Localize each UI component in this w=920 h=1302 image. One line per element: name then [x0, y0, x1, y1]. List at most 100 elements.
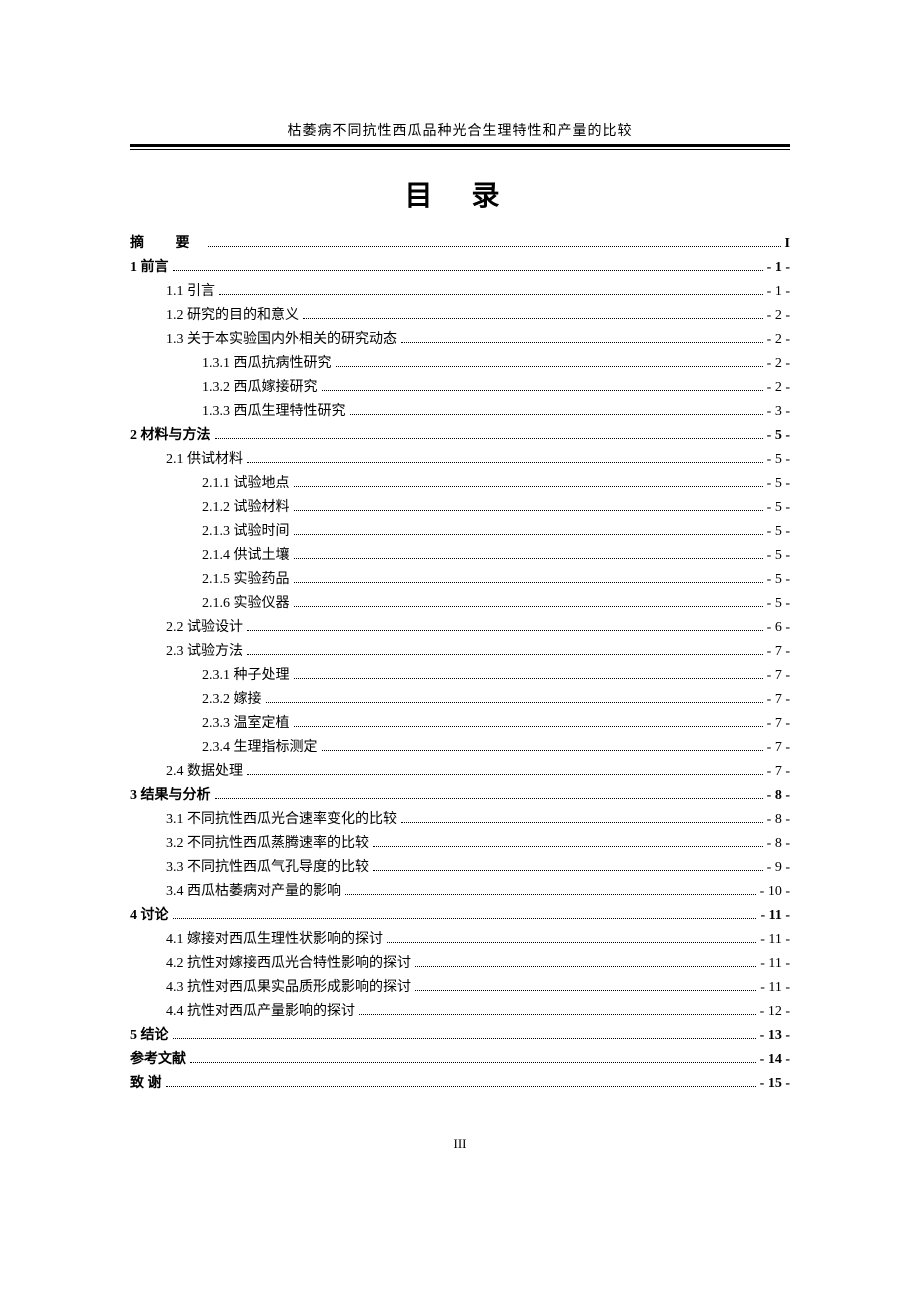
toc-entry-page: - 12 -: [760, 1000, 790, 1024]
toc-dots: [294, 558, 763, 559]
toc-entry[interactable]: 4 讨论- 11 -: [130, 904, 790, 928]
toc-entry-page: - 11 -: [760, 904, 790, 928]
toc-entry-page: - 2 -: [767, 376, 790, 400]
toc-entry-page: - 8 -: [767, 784, 790, 808]
toc-entry-label: 3 结果与分析: [130, 784, 211, 808]
toc-entry[interactable]: 致 谢 - 15 -: [130, 1072, 790, 1096]
toc-dots: [350, 414, 763, 415]
toc-dots: [247, 654, 763, 655]
toc-entry[interactable]: 4.1 嫁接对西瓜生理性状影响的探讨 - 11 -: [166, 928, 790, 952]
toc-entry[interactable]: 2 材料与方法 - 5 -: [130, 424, 790, 448]
toc-dots: [294, 606, 763, 607]
toc-entry[interactable]: 2.1 供试材料- 5 -: [166, 448, 790, 472]
toc-dots: [415, 966, 756, 967]
toc-entry[interactable]: 1.1 引言 - 1 -: [166, 280, 790, 304]
toc-entry-page: - 8 -: [767, 808, 790, 832]
toc-entry-page: - 15 -: [760, 1072, 790, 1096]
toc-entry[interactable]: 2.1.6 实验仪器 - 5 -: [202, 592, 790, 616]
toc-entry[interactable]: 5 结论- 13 -: [130, 1024, 790, 1048]
toc-entry-page: - 1 -: [767, 256, 790, 280]
toc-dots: [190, 1062, 756, 1063]
toc-entry[interactable]: 1.3.1 西瓜抗病性研究- 2 -: [202, 352, 790, 376]
page-number-footer: III: [130, 1136, 790, 1152]
toc-entry[interactable]: 2.3.1 种子处理 - 7 -: [202, 664, 790, 688]
toc-dots: [322, 390, 763, 391]
toc-entry-label: 1.3 关于本实验国内外相关的研究动态: [166, 328, 397, 352]
toc-entry-label: 1.2 研究的目的和意义: [166, 304, 299, 328]
toc-entry-page: - 5 -: [767, 424, 790, 448]
toc-entry[interactable]: 2.1.3 试验时间 - 5 -: [202, 520, 790, 544]
toc-dots: [247, 774, 763, 775]
toc-entry[interactable]: 2.3.3 温室定植 - 7 -: [202, 712, 790, 736]
toc-entry[interactable]: 4.4 抗性对西瓜产量影响的探讨 - 12 -: [166, 1000, 790, 1024]
toc-entry[interactable]: 2.2 试验设计- 6 -: [166, 616, 790, 640]
toc-entry-page: - 7 -: [767, 664, 790, 688]
toc-entry[interactable]: 2.1.1 试验地点 - 5 -: [202, 472, 790, 496]
toc-main-title: 目 录: [130, 174, 790, 214]
toc-entry[interactable]: 2.4 数据处理- 7 -: [166, 760, 790, 784]
toc-dots: [219, 294, 763, 295]
toc-entry[interactable]: 2.3.2 嫁接 - 7 -: [202, 688, 790, 712]
toc-entry-label: 4.3 抗性对西瓜果实品质形成影响的探讨: [166, 976, 411, 1000]
toc-dots: [336, 366, 763, 367]
toc-entry-page: - 5 -: [767, 544, 790, 568]
toc-entry-label: 致 谢: [130, 1072, 162, 1096]
toc-entry-label: 4.2 抗性对嫁接西瓜光合特性影响的探讨: [166, 952, 411, 976]
toc-dots: [173, 270, 763, 271]
toc-dots: [173, 918, 757, 919]
toc-entry[interactable]: 2.3 试验方法- 7 -: [166, 640, 790, 664]
toc-entry-label: 2.1.5 实验药品: [202, 568, 290, 592]
toc-entry-label: 3.2 不同抗性西瓜蒸腾速率的比较: [166, 832, 369, 856]
toc-entry-label: 4.4 抗性对西瓜产量影响的探讨: [166, 1000, 355, 1024]
header-divider: [130, 144, 790, 150]
toc-entry[interactable]: 1.3.3 西瓜生理特性研究 - 3 -: [202, 400, 790, 424]
toc-entry-label: 3.1 不同抗性西瓜光合速率变化的比较: [166, 808, 397, 832]
toc-entry[interactable]: 4.2 抗性对嫁接西瓜光合特性影响的探讨 - 11 -: [166, 952, 790, 976]
toc-entry[interactable]: 1.2 研究的目的和意义 - 2 -: [166, 304, 790, 328]
toc-entry-label: 1.3.3 西瓜生理特性研究: [202, 400, 346, 424]
toc-entry-page: - 9 -: [767, 856, 790, 880]
toc-entry-label: 2.3.1 种子处理: [202, 664, 290, 688]
toc-dots: [322, 750, 763, 751]
toc-entry-label: 1.3.2 西瓜嫁接研究: [202, 376, 318, 400]
toc-entry-label: 1.1 引言: [166, 280, 215, 304]
toc-entry-page: - 5 -: [767, 448, 790, 472]
toc-entry-label: 2.1.3 试验时间: [202, 520, 290, 544]
toc-entry[interactable]: 2.1.4 供试土壤 - 5 -: [202, 544, 790, 568]
toc-entry[interactable]: 3.3 不同抗性西瓜气孔导度的比较 - 9 -: [166, 856, 790, 880]
toc-entry-label: 2.3.3 温室定植: [202, 712, 290, 736]
toc-entry[interactable]: 3.4 西瓜枯萎病对产量的影响 - 10 -: [166, 880, 790, 904]
toc-entry-label: 2.1.6 实验仪器: [202, 592, 290, 616]
toc-entry-page: - 3 -: [767, 400, 790, 424]
toc-entry-page: I: [785, 232, 790, 256]
toc-entry[interactable]: 2.1.2 试验材料 - 5 -: [202, 496, 790, 520]
toc-entry[interactable]: 1 前言- 1 -: [130, 256, 790, 280]
toc-entry-page: - 5 -: [767, 568, 790, 592]
toc-entry[interactable]: 1.3.2 西瓜嫁接研究 - 2 -: [202, 376, 790, 400]
toc-dots: [173, 1038, 756, 1039]
toc-entry-page: - 1 -: [767, 280, 790, 304]
toc-entry-label: 2.3 试验方法: [166, 640, 243, 664]
toc-dots: [294, 678, 763, 679]
toc-entry[interactable]: 3.1 不同抗性西瓜光合速率变化的比较 - 8 -: [166, 808, 790, 832]
toc-entry[interactable]: 2.1.5 实验药品 - 5 -: [202, 568, 790, 592]
toc-entry-page: - 11 -: [760, 928, 790, 952]
toc-entry-page: - 5 -: [767, 520, 790, 544]
toc-entry-page: - 10 -: [760, 880, 790, 904]
toc-entry[interactable]: 3.2 不同抗性西瓜蒸腾速率的比较 - 8 -: [166, 832, 790, 856]
toc-entry[interactable]: 1.3 关于本实验国内外相关的研究动态 - 2 -: [166, 328, 790, 352]
toc-entry[interactable]: 摘 要I: [130, 232, 790, 256]
toc-entry[interactable]: 3 结果与分析 - 8 -: [130, 784, 790, 808]
toc-entry-label: 2.1.1 试验地点: [202, 472, 290, 496]
toc-entry-label: 3.4 西瓜枯萎病对产量的影响: [166, 880, 341, 904]
toc-entry[interactable]: 4.3 抗性对西瓜果实品质形成影响的探讨 - 11 -: [166, 976, 790, 1000]
toc-entry-page: - 11 -: [760, 952, 790, 976]
toc-entry-page: - 11 -: [760, 976, 790, 1000]
table-of-contents: 摘 要I1 前言- 1 -1.1 引言 - 1 -1.2 研究的目的和意义 - …: [130, 232, 790, 1096]
toc-entry-label: 摘 要: [130, 232, 204, 256]
toc-entry[interactable]: 2.3.4 生理指标测定 - 7 -: [202, 736, 790, 760]
toc-entry-label: 3.3 不同抗性西瓜气孔导度的比较: [166, 856, 369, 880]
toc-entry[interactable]: 参考文献- 14 -: [130, 1048, 790, 1072]
toc-dots: [303, 318, 763, 319]
toc-entry-page: - 13 -: [760, 1024, 790, 1048]
